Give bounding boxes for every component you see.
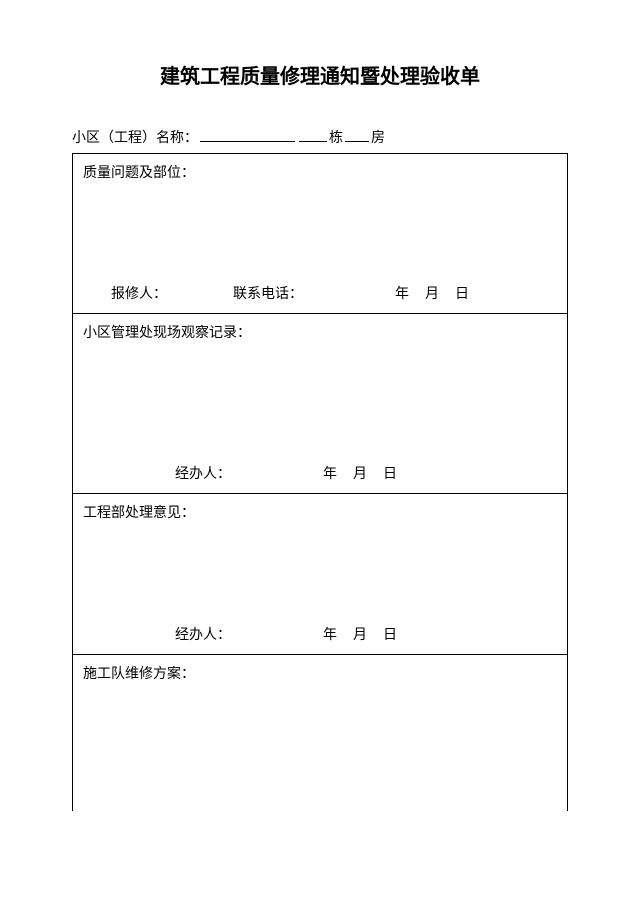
building-field[interactable] bbox=[299, 128, 327, 142]
engineering-opinion-label: 工程部处理意见： bbox=[83, 502, 557, 522]
date-year-label: 年 bbox=[395, 283, 409, 303]
repair-plan-label: 施工队维修方案： bbox=[83, 663, 557, 683]
observation-label: 小区管理处现场观察记录： bbox=[83, 322, 557, 342]
room-field[interactable] bbox=[345, 128, 369, 142]
handler-label-2: 经办人： bbox=[175, 463, 231, 483]
section2-footer: 经办人： 年 月 日 bbox=[73, 463, 567, 483]
reporter-label: 报修人： bbox=[111, 283, 167, 303]
section-observation: 小区管理处现场观察记录： 经办人： 年 月 日 bbox=[72, 313, 568, 493]
section-engineering-opinion: 工程部处理意见： 经办人： 年 月 日 bbox=[72, 493, 568, 654]
header-line: 小区（工程）名称： 栋 房 bbox=[72, 127, 568, 147]
handler-label-3: 经办人： bbox=[175, 624, 231, 644]
page-title: 建筑工程质量修理通知暨处理验收单 bbox=[72, 60, 568, 89]
date-month-label-2: 月 bbox=[353, 463, 367, 483]
section1-footer: 报修人： 联系电话： 年 月 日 bbox=[73, 283, 567, 303]
building-unit: 栋 bbox=[329, 127, 343, 147]
date-day-label: 日 bbox=[455, 283, 469, 303]
quality-issue-label: 质量问题及部位： bbox=[83, 162, 557, 182]
form-page: 建筑工程质量修理通知暨处理验收单 小区（工程）名称： 栋 房 质量问题及部位： … bbox=[0, 0, 640, 851]
project-name-field[interactable] bbox=[200, 128, 295, 142]
section-quality-issue: 质量问题及部位： 报修人： 联系电话： 年 月 日 bbox=[72, 153, 568, 313]
date-year-label-2: 年 bbox=[323, 463, 337, 483]
project-name-label: 小区（工程）名称： bbox=[72, 127, 198, 147]
date-day-label-2: 日 bbox=[383, 463, 397, 483]
date-day-label-3: 日 bbox=[383, 624, 397, 644]
date-month-label-3: 月 bbox=[353, 624, 367, 644]
phone-label: 联系电话： bbox=[233, 283, 303, 303]
section-repair-plan: 施工队维修方案： bbox=[72, 654, 568, 811]
date-year-label-3: 年 bbox=[323, 624, 337, 644]
date-month-label: 月 bbox=[425, 283, 439, 303]
room-unit: 房 bbox=[371, 127, 385, 147]
section3-footer: 经办人： 年 月 日 bbox=[73, 624, 567, 644]
